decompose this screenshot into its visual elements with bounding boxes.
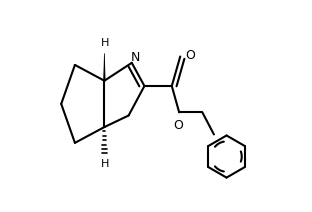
Polygon shape — [104, 53, 105, 81]
Text: N: N — [130, 51, 140, 64]
Text: H: H — [101, 159, 110, 169]
Text: O: O — [173, 119, 183, 132]
Text: H: H — [101, 38, 110, 48]
Text: O: O — [185, 49, 195, 62]
